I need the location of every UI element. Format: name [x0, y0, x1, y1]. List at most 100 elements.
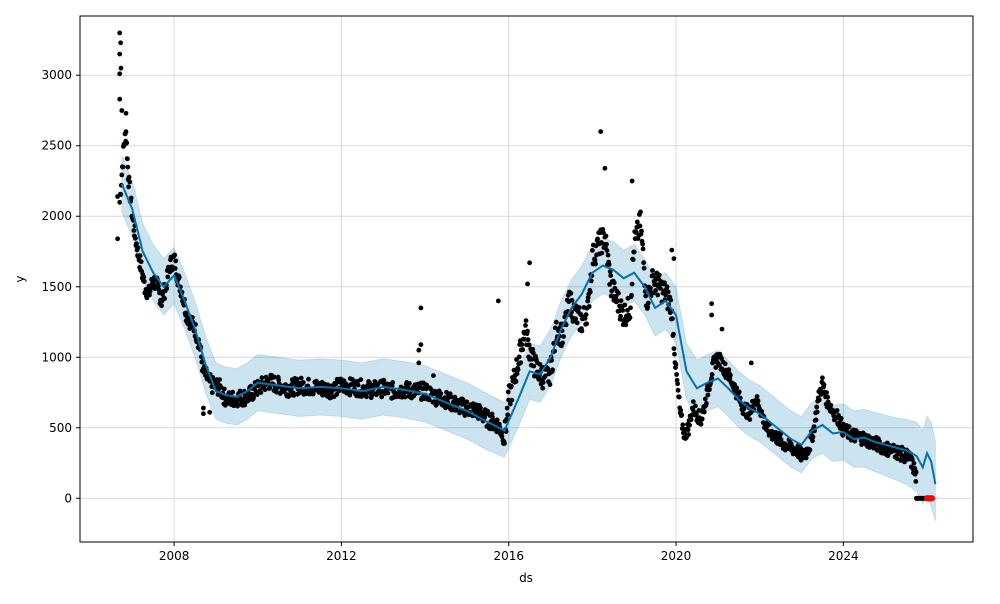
- observed-point: [123, 110, 129, 116]
- observed-point: [813, 417, 819, 423]
- observed-point: [552, 325, 558, 331]
- observed-point: [611, 280, 617, 286]
- observed-point: [629, 281, 635, 287]
- observed-point: [569, 297, 575, 303]
- observed-point: [629, 178, 635, 184]
- observed-point: [616, 290, 621, 296]
- observed-point: [518, 360, 524, 366]
- observed-point: [418, 342, 424, 347]
- observed-point: [574, 320, 580, 326]
- y-tick-label: 1500: [41, 280, 72, 294]
- observed-point: [258, 390, 264, 395]
- observed-point: [540, 380, 546, 385]
- observed-point: [640, 241, 645, 247]
- observed-point: [117, 30, 123, 36]
- observed-point: [598, 129, 604, 135]
- observed-point: [599, 250, 605, 256]
- observed-point: [655, 292, 661, 298]
- observed-point: [623, 322, 629, 328]
- plot-area-frame: [79, 15, 974, 543]
- observed-point: [676, 394, 682, 400]
- observed-point: [698, 421, 704, 427]
- observed-point: [364, 394, 369, 400]
- observed-point: [478, 405, 483, 411]
- observed-point: [607, 269, 613, 274]
- observed-point: [119, 108, 125, 113]
- observed-point: [115, 236, 120, 242]
- observed-point: [300, 380, 306, 385]
- observed-point: [135, 245, 141, 251]
- observed-point: [507, 401, 513, 407]
- observed-point: [462, 413, 468, 418]
- observed-point: [630, 257, 636, 262]
- y-tick-label: 2500: [41, 139, 72, 153]
- observed-point: [464, 399, 470, 405]
- x-tick-label: 2016: [493, 549, 524, 563]
- observed-point: [709, 312, 714, 318]
- observed-point: [494, 417, 500, 423]
- observed-point: [627, 315, 633, 320]
- observed-point: [820, 375, 825, 381]
- observed-point: [147, 292, 152, 298]
- observed-point: [656, 272, 662, 278]
- observed-point: [126, 184, 131, 190]
- observed-point: [609, 288, 615, 294]
- observed-point: [615, 298, 620, 304]
- observed-point: [123, 129, 129, 135]
- observed-point: [643, 293, 649, 299]
- observed-point: [540, 385, 546, 391]
- y-tick-label: 0: [64, 491, 72, 505]
- observed-point: [760, 420, 766, 425]
- observed-point: [593, 261, 598, 267]
- observed-point: [119, 172, 125, 178]
- observed-point: [838, 415, 844, 421]
- observed-point: [141, 274, 147, 280]
- observed-point: [604, 241, 609, 247]
- observed-point: [629, 292, 634, 298]
- observed-point: [696, 408, 702, 413]
- observed-point: [616, 308, 622, 314]
- observed-point: [511, 367, 517, 373]
- observed-point: [251, 395, 256, 401]
- observed-point: [547, 382, 553, 387]
- observed-point: [509, 397, 515, 403]
- observed-point: [637, 223, 643, 229]
- observed-point: [605, 252, 611, 258]
- observed-point: [603, 233, 609, 239]
- observed-point: [671, 346, 677, 351]
- observed-point: [595, 236, 600, 242]
- observed-point: [561, 334, 566, 339]
- observed-point: [452, 394, 458, 400]
- observed-point: [124, 140, 130, 146]
- observed-point: [671, 331, 676, 337]
- observed-point: [138, 259, 144, 265]
- observed-point: [699, 416, 705, 422]
- observed-point: [741, 406, 747, 412]
- observed-point: [527, 260, 532, 266]
- observed-point: [525, 337, 531, 343]
- observed-point: [707, 387, 712, 392]
- observed-point: [118, 65, 124, 71]
- observed-point: [504, 416, 509, 422]
- x-tick-label: 2012: [326, 549, 357, 563]
- observed-point: [618, 313, 623, 319]
- observed-point: [237, 388, 243, 394]
- observed-point: [585, 298, 591, 304]
- observed-point: [803, 455, 809, 461]
- observed-point: [665, 289, 671, 295]
- observed-point: [358, 377, 364, 382]
- observed-point: [127, 179, 133, 185]
- observed-point: [828, 402, 834, 408]
- observed-point: [209, 390, 215, 396]
- observed-point: [846, 424, 852, 429]
- uncertainty-band-layer: [121, 155, 936, 521]
- observed-point: [657, 286, 663, 291]
- x-axis-ticks: 2008 2012 2016 2020 2024: [159, 542, 859, 563]
- observed-point: [525, 328, 530, 334]
- observed-point: [165, 274, 171, 280]
- observed-point: [664, 284, 670, 290]
- observed-point: [701, 409, 707, 415]
- observed-point: [495, 298, 501, 304]
- observed-point: [573, 316, 578, 322]
